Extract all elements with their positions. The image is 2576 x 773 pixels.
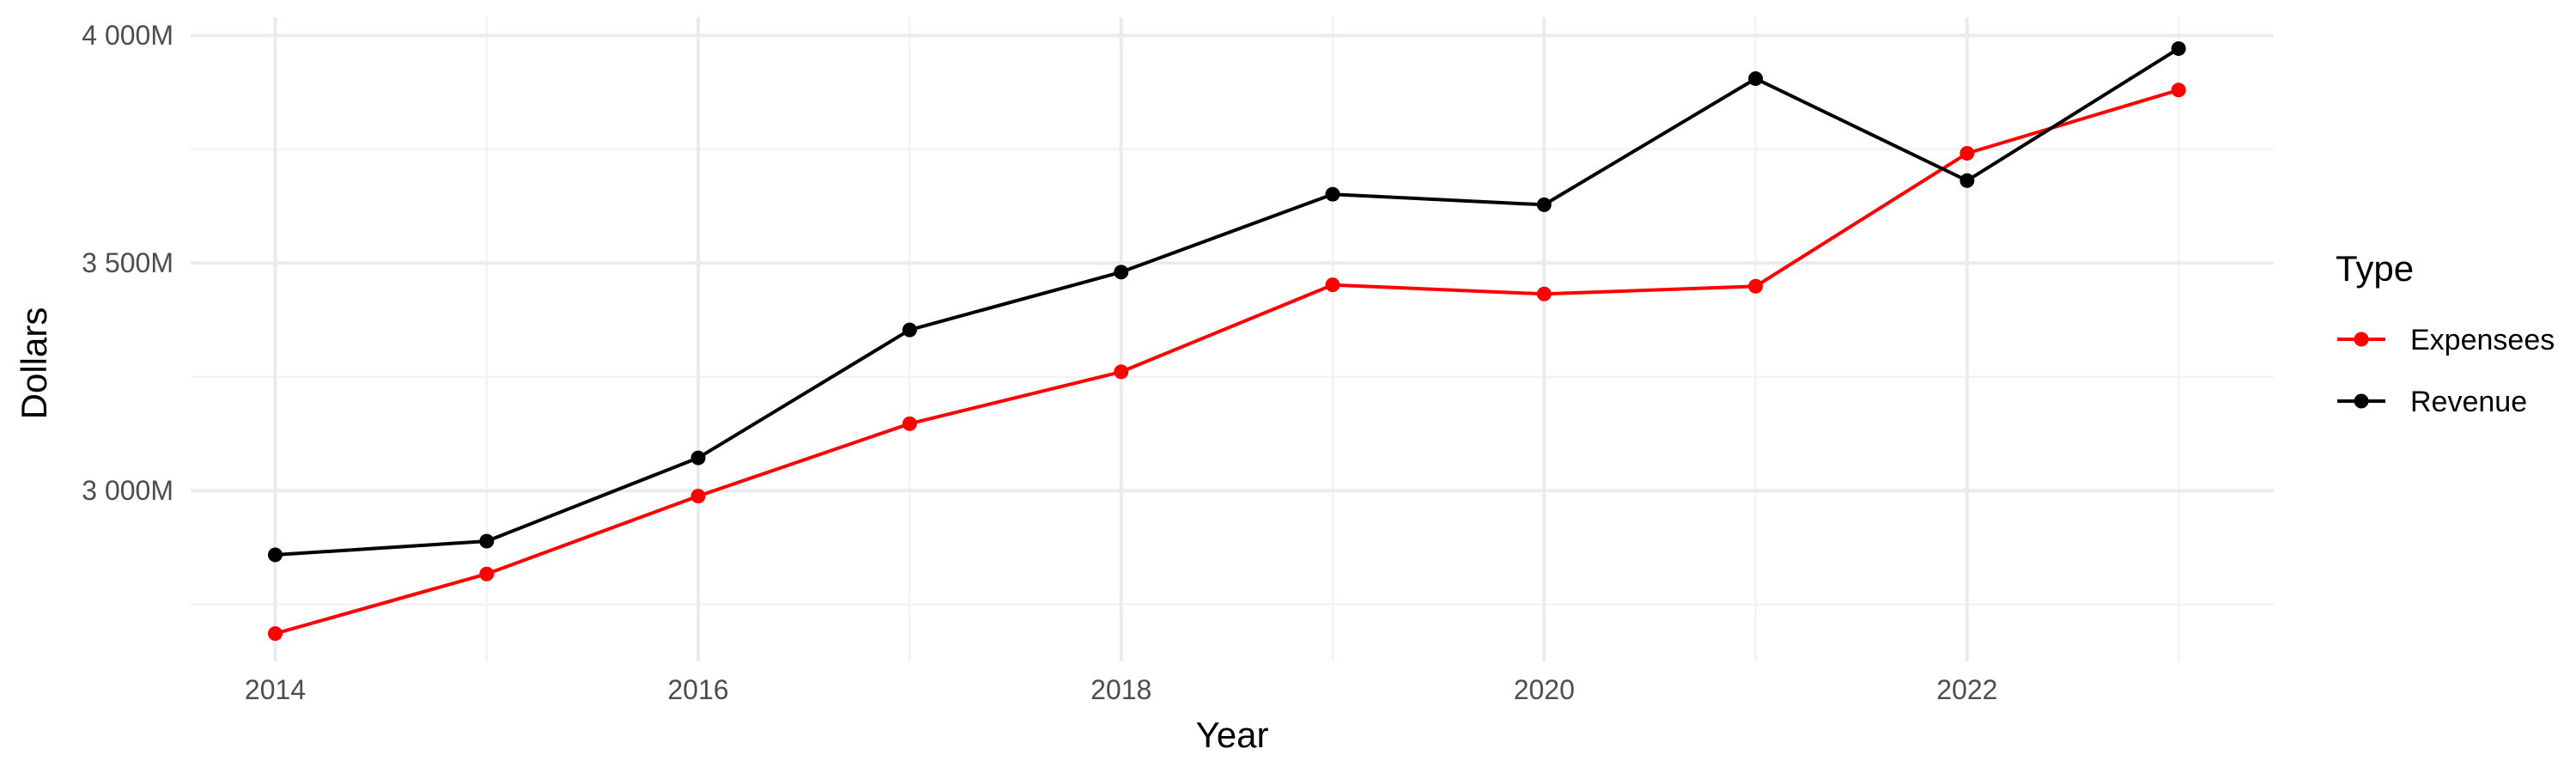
legend: Type Expensees Revenue <box>2336 248 2555 418</box>
y-axis-title: Dollars <box>14 307 54 420</box>
series-line <box>274 88 2179 636</box>
data-point <box>1536 286 1552 301</box>
x-tick-label: 2018 <box>1091 674 1151 705</box>
data-point <box>268 547 283 563</box>
data-point <box>1959 145 1975 161</box>
legend-label: Expensees <box>2410 324 2555 356</box>
series-expensees <box>268 82 2186 642</box>
data-point <box>1959 173 1975 188</box>
x-tick-label: 2016 <box>668 674 729 705</box>
data-point <box>1114 364 1129 380</box>
legend-label: Revenue <box>2410 386 2527 418</box>
legend-point <box>2354 393 2369 409</box>
x-tick-label: 2014 <box>245 674 306 705</box>
y-tick-label: 3 000M <box>82 475 173 506</box>
data-point <box>1748 278 1764 294</box>
y-tick-label: 3 500M <box>82 247 173 278</box>
x-tick-label: 2022 <box>1936 674 1997 705</box>
x-tick-label: 2020 <box>1514 674 1575 705</box>
data-point <box>1325 277 1340 293</box>
series-line <box>275 46 2180 557</box>
legend-items: Expensees Revenue <box>2337 324 2555 418</box>
grid <box>191 17 2274 661</box>
series-revenue <box>268 41 2186 563</box>
data-point <box>2171 41 2186 57</box>
data-point <box>1748 71 1764 87</box>
data-point <box>902 322 917 338</box>
data-point <box>479 566 495 581</box>
data-point <box>268 626 283 642</box>
legend-title: Type <box>2336 248 2414 289</box>
data-point <box>1536 197 1552 212</box>
data-point <box>1114 265 1129 280</box>
data-point <box>690 489 706 504</box>
data-point <box>690 450 706 466</box>
data-point <box>479 533 495 549</box>
legend-item: Expensees <box>2337 324 2555 356</box>
legend-point <box>2354 332 2369 347</box>
x-axis-title: Year <box>1196 715 1269 755</box>
y-tick-label: 4 000M <box>82 20 173 51</box>
legend-item: Revenue <box>2337 386 2527 418</box>
data-point <box>902 416 917 431</box>
axes: 3 000M 3 500M 4 000M 2014 2016 2018 2020 2022 <box>82 20 1997 705</box>
data-point <box>1325 186 1340 202</box>
data-point <box>2171 82 2186 98</box>
series-layer <box>268 41 2186 642</box>
